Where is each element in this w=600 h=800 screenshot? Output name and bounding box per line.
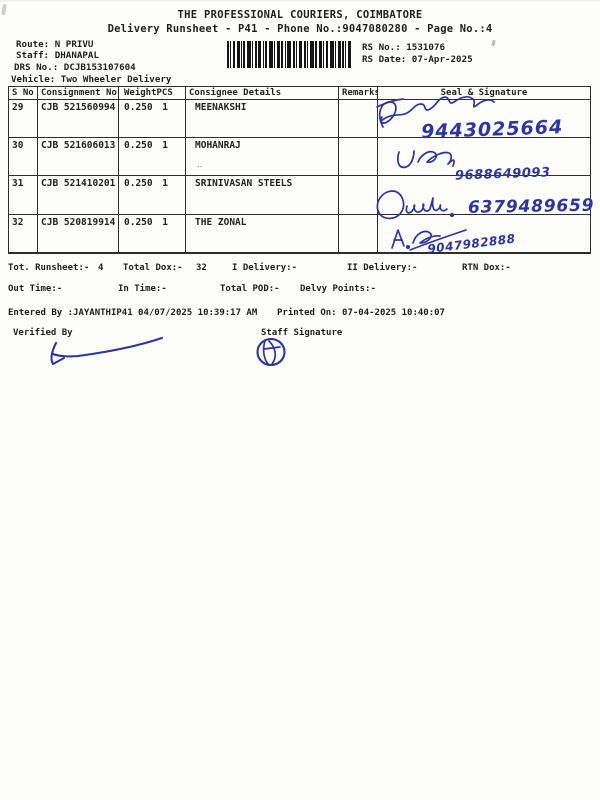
- printed-on-field: Printed On: 07-04-2025 10:40:07: [277, 308, 445, 318]
- cell-pcs: 1: [162, 178, 168, 189]
- cell-consignment-no: CJB 521560994: [37, 99, 119, 138]
- verified-by-label: Verified By: [13, 328, 73, 338]
- rtn-dox-label: RTN Dox:-: [462, 263, 511, 273]
- table-row: 31 CJB 521410201 0.250 1 SRINIVASAN STEE…: [8, 175, 591, 215]
- verified-tick-mark: [50, 336, 164, 366]
- cell-weight: 0.250: [124, 178, 153, 189]
- table-row: 30 CJB 521606013 0.250 1 MOHANRAJ: [8, 137, 591, 176]
- cell-remarks: [338, 214, 378, 253]
- tot-runsheet-value: 4: [98, 263, 104, 273]
- cell-s-no: 29: [8, 99, 38, 138]
- entered-by-field: Entered By :JAYANTHIP41 04/07/2025 10:39…: [8, 308, 258, 318]
- staff-field: Staff: DHANAPAL: [16, 50, 99, 61]
- i-delivery-label: I Delivery:-: [232, 263, 298, 273]
- col-header-pcs: PCS: [156, 88, 173, 98]
- cell-weight: 0.250: [124, 140, 153, 151]
- cell-remarks: [338, 137, 378, 176]
- cell-s-no: 32: [8, 214, 38, 253]
- rs-no-field: RS No.: 1531076: [362, 42, 445, 53]
- col-header-consignment-no: Consignment No: [37, 86, 119, 100]
- consignment-table: S No Consignment No Weight PCS Consignee…: [8, 86, 591, 254]
- scan-edge-shadow: [0, 0, 600, 2]
- total-dox-value: 32: [196, 263, 207, 273]
- cell-seal-signature: [377, 99, 591, 138]
- cell-s-no: 30: [8, 137, 38, 176]
- col-header-consignee: Consignee Details: [185, 86, 339, 100]
- cell-consignment-no: CJB 521606013: [37, 137, 119, 176]
- cell-pcs: 1: [162, 140, 168, 151]
- col-header-weight: Weight: [124, 88, 157, 98]
- cell-weight: 0.250: [124, 217, 153, 228]
- cell-seal-signature: [377, 175, 591, 215]
- total-dox-label: Total Dox:-: [123, 263, 183, 273]
- cell-consignee: MEENAKSHI: [185, 99, 339, 138]
- col-header-seal-signature: Seal & Signature: [377, 86, 591, 100]
- tot-runsheet-label: Tot. Runsheet:-: [8, 263, 90, 273]
- table-row: 29 CJB 521560994 0.250 1 MEENAKSHI: [8, 99, 591, 138]
- cell-remarks: [338, 99, 378, 138]
- vehicle-field: Vehicle: Two Wheeler Delivery: [11, 74, 172, 85]
- cell-pcs: 1: [162, 102, 168, 113]
- total-pod-label: Total POD:-: [220, 284, 280, 294]
- cell-consignee: THE ZONAL: [185, 214, 339, 253]
- table-row: 32 CJB 520819914 0.250 1 THE ZONAL: [8, 214, 591, 253]
- page-title: THE PROFESSIONAL COURIERS, COIMBATORE: [177, 9, 423, 21]
- cell-pcs: 1: [162, 217, 168, 228]
- cell-seal-signature: [377, 137, 591, 176]
- rs-date-field: RS Date: 07-Apr-2025: [362, 54, 473, 65]
- cell-s-no: 31: [8, 175, 38, 215]
- cell-consignee: SRINIVASAN STEELS: [185, 175, 339, 215]
- col-header-s-no: S No: [8, 86, 38, 100]
- cell-consignment-no: CJB 521410201: [37, 175, 119, 215]
- barcode-icon: [227, 41, 351, 68]
- cell-weight-pcs: 0.250 1: [118, 175, 186, 215]
- table-header-row: S No Consignment No Weight PCS Consignee…: [8, 86, 591, 100]
- cell-consignment-no: CJB 520819914: [37, 214, 119, 253]
- cell-consignee: MOHANRAJ: [185, 137, 339, 176]
- scan-speckle: [491, 39, 496, 47]
- cell-weight-pcs: 0.250 1: [118, 214, 186, 253]
- route-field: Route: N PRIVU: [16, 39, 94, 50]
- cell-weight: 0.250: [124, 102, 153, 113]
- cell-seal-signature: [377, 214, 591, 253]
- ii-delivery-label: II Delivery:-: [347, 263, 418, 273]
- in-time-label: In Time:-: [118, 284, 167, 294]
- cell-remarks: [338, 175, 378, 215]
- delvy-points-label: Delvy Points:-: [300, 284, 376, 294]
- cell-weight-pcs: 0.250 1: [118, 99, 186, 138]
- col-header-weight-pcs: Weight PCS: [118, 86, 186, 100]
- staff-signature-stamp: [256, 337, 286, 367]
- out-time-label: Out Time:-: [8, 284, 63, 294]
- col-header-remarks: Remarks: [338, 86, 378, 100]
- drs-no-field: DRS No.: DCJB153107604: [14, 62, 136, 73]
- page-subtitle: Delivery Runsheet - P41 - Phone No.:9047…: [107, 23, 493, 35]
- staff-signature-label: Staff Signature: [261, 328, 343, 338]
- cell-weight-pcs: 0.250 1: [118, 137, 186, 176]
